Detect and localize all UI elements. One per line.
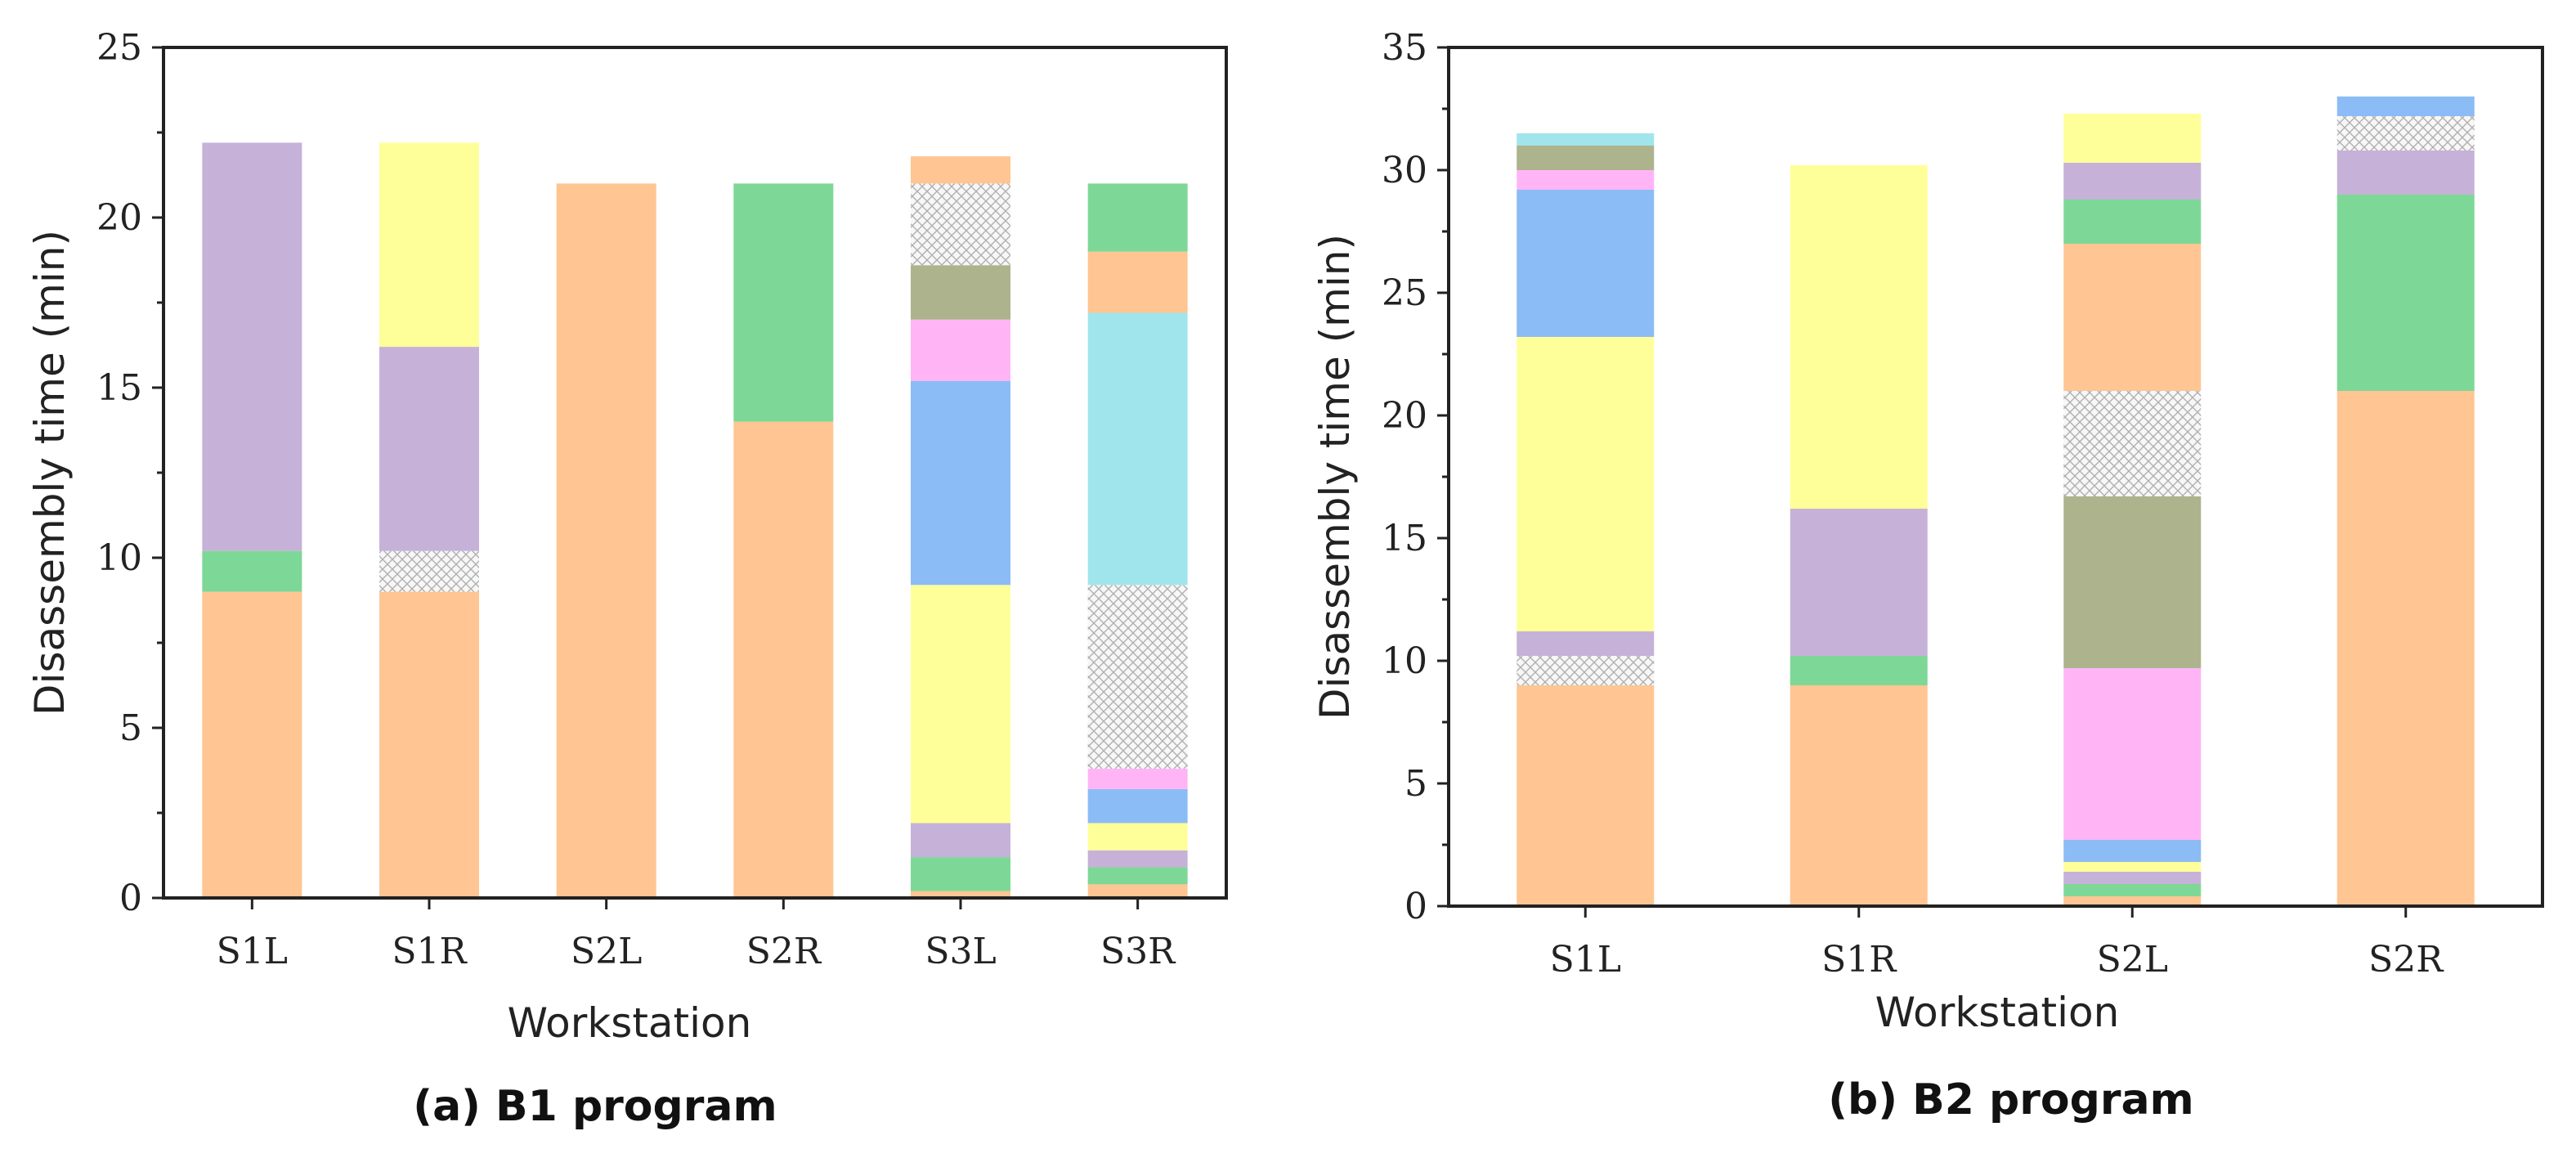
y-axis-title: Disassembly time (min) [26,230,74,716]
bar-segment [2063,884,2202,896]
bar-segment [2063,200,2202,244]
bar-segment [2063,496,2202,668]
bar-segment [1087,312,1188,586]
bar-segment [2336,391,2475,906]
bar-segment [379,550,479,592]
bar-segment [911,319,1010,381]
x-tick-label: S2R [746,931,822,972]
x-tick-label: S2L [2097,939,2168,981]
bar-segment [1087,788,1188,824]
bar-segment [2063,896,2202,906]
bar-segment [2336,150,2475,195]
x-tick-label: S1R [1821,939,1897,981]
bar-segment [2336,195,2475,391]
plot-frame [162,46,1228,900]
y-tick-label: 20 [1382,395,1427,437]
bar-segment [911,857,1010,891]
y-tick-label: 25 [1382,272,1427,314]
x-tick-label: S3L [925,931,996,972]
y-tick-label: 0 [1404,886,1427,927]
y-tick-label: 10 [96,537,142,579]
bar-segment [1516,337,1655,631]
x-tick-label: S1L [217,931,288,972]
y-tick-label: 10 [1382,640,1427,682]
bar-segment [1516,146,1655,170]
bar-segment [556,183,656,898]
y-tick-label: 35 [1382,27,1427,69]
bar-segment [1790,656,1928,685]
y-tick-label: 15 [96,367,142,409]
bar-segment [1790,165,1928,509]
bar-segment [2063,668,2202,840]
y-tick-label: 25 [96,27,142,69]
bar-segment [1516,631,1655,656]
bar-segment [202,550,302,592]
bar-segment [2063,244,2202,391]
y-tick-label: 30 [1382,150,1427,191]
bar-segment [2336,97,2475,116]
y-tick-label: 5 [1404,763,1427,805]
bar-segment [1087,823,1188,851]
y-tick-label: 5 [119,707,142,749]
y-axis-title: Disassembly time (min) [1311,234,1359,720]
bar-segment [911,183,1010,266]
y-tick-label: 0 [119,877,142,919]
bar-segment [911,156,1010,184]
bar-segment [202,591,302,898]
chart-panel-b2: 0 5 10 15 20 25 30 35 S1L S1R S2L S2R Disassembly … [1311,27,2544,1124]
y-tick-label: 15 [1382,518,1427,559]
chart-caption: (a) B1 program [413,1082,777,1131]
bar-segment [1516,170,1655,190]
bar-segment [1087,183,1188,252]
bar-segment [379,142,479,348]
bar-group [1516,97,2475,906]
bar-segment [733,183,834,422]
bar-group [202,142,1188,898]
bar-segment [911,265,1010,320]
bar-segment [379,591,479,898]
bar-segment [1087,884,1188,898]
y-axis-ticks: 0 5 10 15 20 25 30 35 [1382,27,1449,927]
x-axis-title: Workstation [508,999,752,1047]
bar-segment [1790,509,1928,656]
bar-segment [1516,656,1655,685]
chart-caption: (b) B2 program [1828,1075,2194,1124]
x-tick-label: S2L [571,931,642,972]
bar-segment [1516,133,1655,146]
x-tick-label: S2R [2368,939,2444,981]
bar-segment [911,891,1010,898]
chart-panel-b1: 0 5 10 15 20 25 S1L S1R S2L S2R S3L S3R Disassembl… [26,27,1228,1131]
x-axis-ticks: S1L S1R S2L S2R [1550,906,2444,981]
bar-segment [1516,685,1655,906]
bar-segment [2063,840,2202,862]
bar-segment [2063,163,2202,200]
x-tick-label: S1L [1550,939,1621,981]
bar-segment [2063,114,2202,163]
bar-segment [1087,585,1188,769]
bar-segment [1087,251,1188,313]
x-axis-title: Workstation [1875,989,2120,1036]
x-axis-ticks: S1L S1R S2L S2R S3L S3R [217,898,1176,972]
bar-segment [202,142,302,551]
bar-segment [379,347,479,551]
bar-segment [2063,872,2202,884]
bar-segment [1087,768,1188,789]
bar-segment [1087,850,1188,868]
bar-segment [1790,685,1928,906]
bar-segment [911,823,1010,858]
bar-segment [1516,190,1655,337]
y-axis-ticks: 0 5 10 15 20 25 [96,27,164,919]
bar-segment [1087,867,1188,885]
bar-segment [911,585,1010,824]
bar-segment [733,421,834,898]
x-tick-label: S1R [392,931,468,972]
bar-segment [2063,862,2202,872]
bar-segment [2063,391,2202,496]
x-tick-label: S3R [1100,931,1176,972]
bar-segment [2336,116,2475,150]
bar-segment [911,380,1010,586]
y-tick-label: 20 [96,197,142,239]
